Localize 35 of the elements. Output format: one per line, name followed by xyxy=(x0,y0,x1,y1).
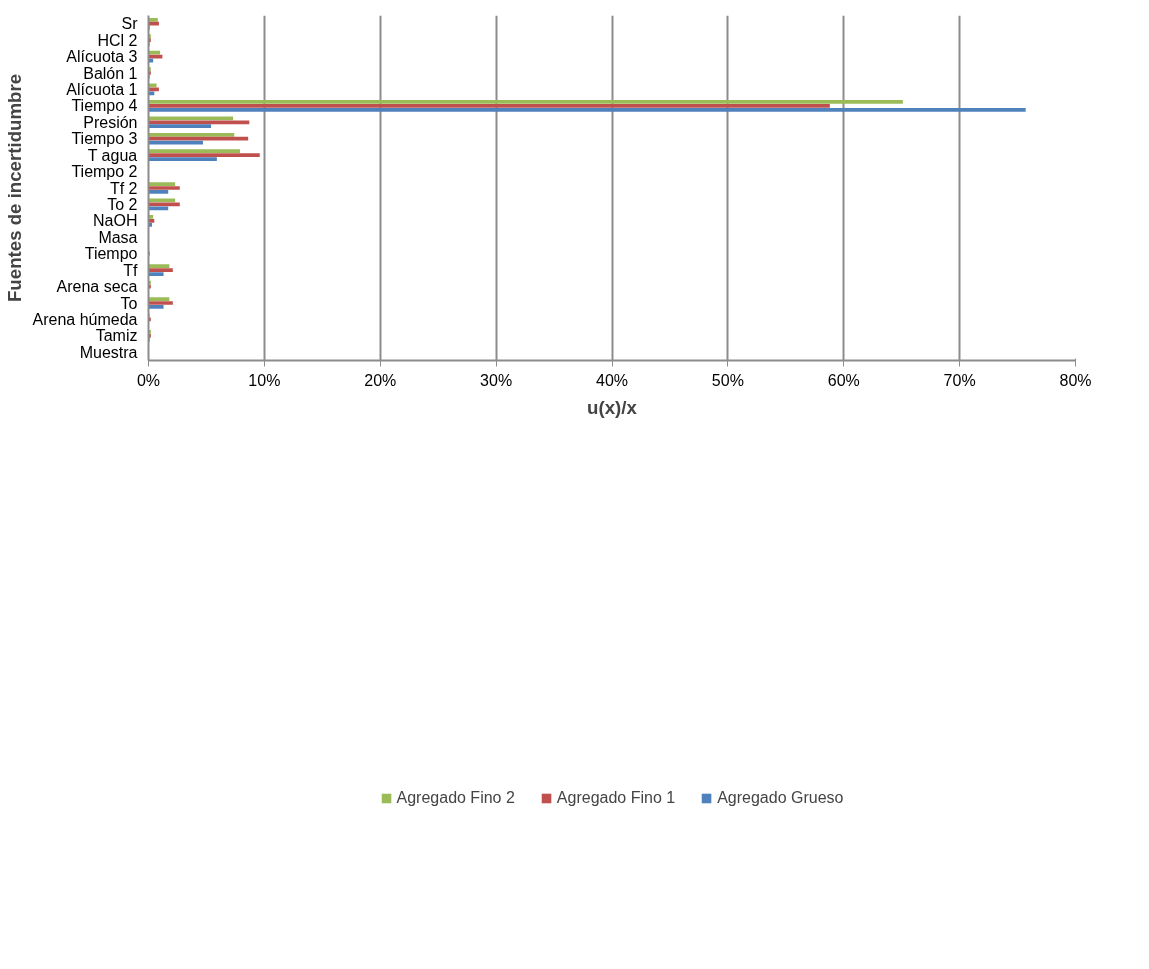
x-tick-label: 60% xyxy=(827,371,860,389)
y-tick-label: Arena seca xyxy=(56,278,138,296)
legend-label: Agregado Fino 2 xyxy=(396,789,515,807)
y-tick-label: To xyxy=(120,294,138,312)
y-tick-label: Tf 2 xyxy=(109,179,138,197)
y-tick-label: To 2 xyxy=(107,195,138,213)
x-tick-label: 40% xyxy=(595,371,629,389)
x-tick-label: 70% xyxy=(943,371,976,389)
x-tick-label: 20% xyxy=(364,371,397,389)
legend-label: Agregado Fino 1 xyxy=(556,789,676,807)
y-tick-label: Tiempo 3 xyxy=(71,130,138,148)
legend-label: Agregado Grueso xyxy=(717,789,844,807)
x-tick-label: 30% xyxy=(480,371,513,389)
y-tick-label: Muestra xyxy=(79,343,138,361)
x-axis-title: u(x)/x xyxy=(587,396,638,418)
y-tick-label: HCl 2 xyxy=(97,31,138,49)
y-axis-title: Fuentes de incertidumbre xyxy=(3,73,25,303)
x-tick-label: 80% xyxy=(1059,371,1092,389)
y-tick-label: Tamiz xyxy=(95,327,138,345)
y-tick-label: NaOH xyxy=(93,212,138,230)
x-tick-label: 50% xyxy=(711,371,744,389)
y-tick-label: Alícuota 3 xyxy=(66,48,138,66)
y-tick-label: Tiempo 4 xyxy=(71,97,138,115)
y-tick-label: Tiempo 2 xyxy=(71,163,138,181)
y-tick-label: Tiempo xyxy=(84,245,138,263)
y-tick-label: Arena húmeda xyxy=(32,310,138,328)
y-tick-label: Tf xyxy=(123,261,139,279)
y-tick-label: Alícuota 1 xyxy=(66,80,138,98)
y-tick-label: T agua xyxy=(87,146,138,164)
x-tick-label: 0% xyxy=(136,371,161,389)
y-tick-label: Sr xyxy=(121,15,139,33)
y-tick-label: Masa xyxy=(98,228,138,246)
x-tick-label: 10% xyxy=(248,371,281,389)
y-tick-label: Presión xyxy=(83,113,138,131)
y-tick-label: Balón 1 xyxy=(83,64,138,82)
